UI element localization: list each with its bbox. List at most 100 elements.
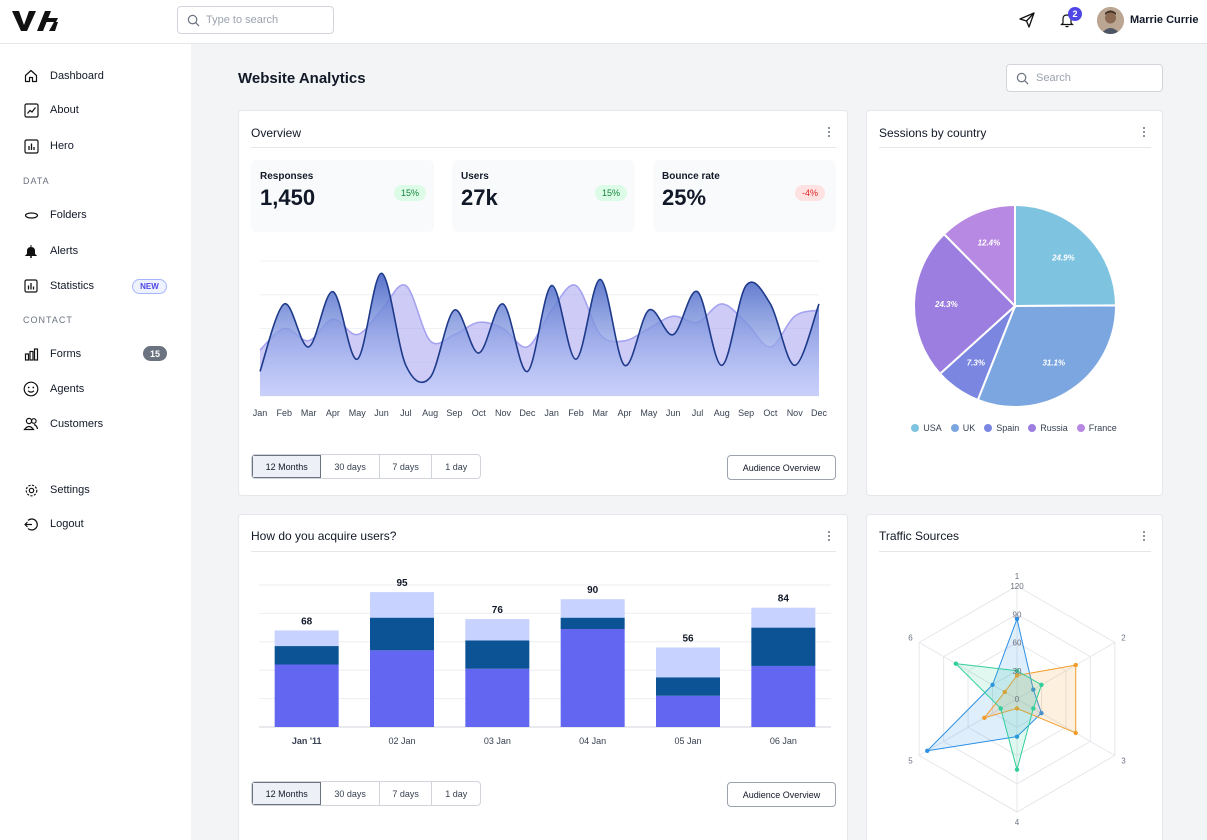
divider [251, 147, 836, 148]
sidebar-item-logout[interactable]: Logout [22, 514, 172, 534]
bar-segment [274, 630, 339, 647]
legend-item[interactable]: USA [911, 423, 942, 433]
stat-value: 1,450 [260, 185, 316, 210]
radar-point [998, 706, 1003, 711]
traffic-menu-icon[interactable] [1139, 529, 1149, 543]
overview-title: Overview [251, 126, 302, 140]
sidebar-item-label: Forms [50, 348, 82, 360]
radar-ring-label: 120 [1010, 582, 1024, 591]
sidebar-item-agents[interactable]: Agents [22, 379, 172, 399]
range-option-30-days[interactable]: 30 days [321, 455, 380, 478]
acquire-range-selector: 12 Months 30 days 7 days 1 day [251, 781, 481, 806]
legend-label: Spain [996, 423, 1020, 433]
radar-axis-label: 3 [1121, 757, 1126, 766]
pie-slice-russia [913, 232, 1017, 376]
bar-segment [656, 647, 720, 678]
x-tick-label: Oct [472, 408, 487, 418]
bell-icon [22, 242, 40, 260]
page-title: Website Analytics [238, 70, 366, 87]
bar-segment [560, 599, 625, 618]
user-name[interactable]: Marrie Currie [1130, 14, 1199, 26]
legend-item[interactable]: UK [950, 423, 975, 433]
folder-icon [22, 206, 40, 224]
radar-ring-label: 0 [1015, 695, 1020, 704]
sidebar-item-dashboard[interactable]: Dashboard [22, 66, 172, 86]
sidebar-item-forms[interactable]: Forms [22, 344, 172, 364]
top-search-input[interactable] [206, 14, 321, 26]
legend-label: France [1088, 423, 1117, 433]
brand-logo[interactable] [12, 9, 58, 33]
overview-area-chart: Jan Feb Mar Apr May Jun Jul Aug Sep Oct Nov Dec Jan F… [253, 260, 828, 418]
range-option-30-days[interactable]: 30 days [321, 782, 380, 805]
notification-count-badge: 2 [1068, 7, 1082, 21]
radar-point [1014, 734, 1020, 739]
bar-chart-icon [22, 137, 40, 155]
bar-segment [370, 650, 434, 727]
stats-icon [22, 277, 40, 295]
top-bar: 2 Marrie Currie [0, 0, 1207, 44]
legend-label: USA [923, 423, 942, 433]
radar-ring-label: 60 [1013, 639, 1022, 648]
sessions-title: Sessions by country [879, 126, 987, 140]
range-option-12-months[interactable]: 12 Months [252, 782, 322, 805]
bar-segment [560, 629, 625, 727]
range-option-7-days[interactable]: 7 days [380, 455, 433, 478]
audience-overview-button[interactable]: Audience Overview [727, 455, 836, 480]
sidebar-item-label: Statistics [50, 280, 95, 292]
sidebar-item-label: Hero [50, 140, 74, 152]
acquire-card: How do you acquire users? 68 Jan '11 95 02 … [238, 514, 848, 840]
stat-value: 27k [461, 185, 498, 210]
legend-item[interactable]: Spain [984, 423, 1019, 433]
sidebar-item-label: Logout [50, 518, 84, 530]
acquire-menu-icon[interactable] [824, 529, 834, 543]
sidebar-item-label: Dashboard [50, 70, 104, 82]
sessions-menu-icon[interactable] [1139, 125, 1149, 139]
traffic-card: Traffic Sources 1 2 3 4 5 6 0 30 60 90 120 [866, 514, 1163, 840]
x-tick-label: Nov [495, 408, 512, 418]
legend-item[interactable]: Russia [1028, 423, 1068, 433]
radar-axis-label: 5 [908, 757, 913, 766]
traffic-title: Traffic Sources [879, 529, 960, 543]
forms-count-badge: 15 [143, 346, 167, 361]
sidebar-item-statistics[interactable]: Statistics [22, 276, 172, 296]
search-icon [1016, 72, 1029, 84]
sidebar-item-settings[interactable]: Settings [22, 480, 172, 500]
x-tick-label: Dec [811, 408, 828, 418]
audience-overview-button[interactable]: Audience Overview [727, 782, 836, 807]
stat-change-badge: -4% [795, 185, 826, 201]
home-icon [22, 67, 40, 85]
main-search-box[interactable] [1006, 64, 1163, 92]
range-option-1-day[interactable]: 1 day [445, 461, 468, 472]
radar-point [1031, 687, 1036, 692]
sessions-pie-chart: 24.9% 31.1% 7.3% 24.3% 12.4% [913, 203, 1118, 408]
avatar[interactable] [1097, 7, 1124, 34]
x-tick-label: Mar [593, 408, 609, 418]
overview-range-selector: 12 Months 30 days 7 days 1 day [251, 454, 481, 479]
sidebar-item-customers[interactable]: Customers [22, 414, 172, 434]
sidebar-item-alerts[interactable]: Alerts [22, 241, 172, 261]
radar-point [1014, 668, 1020, 673]
legend-item[interactable]: France [1076, 423, 1117, 433]
x-tick-label: May [640, 408, 658, 418]
range-option-1-day[interactable]: 1 day [445, 788, 468, 799]
acquire-title: How do you acquire users? [251, 529, 397, 543]
bar-segment [751, 627, 816, 666]
sidebar-item-folders[interactable]: Folders [22, 205, 172, 225]
bar-segment [274, 646, 339, 665]
bar-total-label: 68 [301, 616, 313, 627]
range-option-12-months[interactable]: 12 Months [252, 455, 322, 478]
overview-menu-icon[interactable] [824, 125, 834, 139]
logout-icon [22, 515, 40, 533]
main-search-input[interactable] [1036, 72, 1151, 84]
sidebar-item-about[interactable]: About [22, 100, 172, 120]
x-tick-label: 02 Jan [388, 736, 415, 746]
send-icon[interactable] [1017, 10, 1037, 30]
x-tick-label: Jan '11 [292, 736, 322, 746]
stat-change-badge: 15% [595, 185, 628, 201]
radar-point [1073, 662, 1078, 668]
bar-segment [370, 592, 434, 618]
top-search-box[interactable] [177, 6, 334, 34]
sidebar-item-hero[interactable]: Hero [22, 136, 172, 156]
range-option-7-days[interactable]: 7 days [380, 782, 433, 805]
stat-value: 25% [662, 185, 707, 210]
